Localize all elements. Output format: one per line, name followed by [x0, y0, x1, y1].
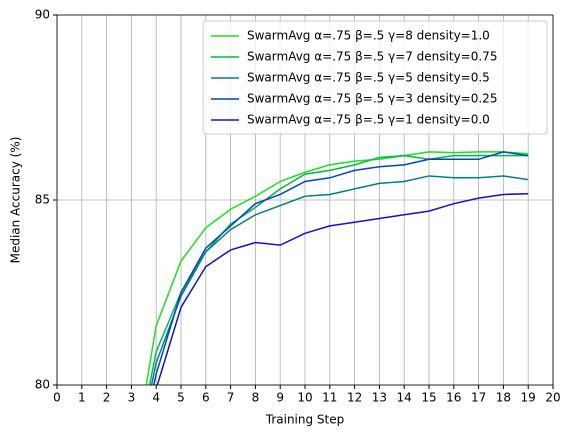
x-tick-label: 2: [103, 391, 111, 405]
legend-label: SwarmAvg α=.75 β=.5 γ=7 density=0.75: [247, 50, 497, 64]
legend-label: SwarmAvg α=.75 β=.5 γ=1 density=0.0: [247, 113, 490, 127]
x-tick-label: 5: [177, 391, 185, 405]
legend-label: SwarmAvg α=.75 β=.5 γ=3 density=0.25: [247, 92, 497, 106]
series-line: [145, 151, 529, 385]
x-tick-label: 14: [397, 391, 412, 405]
x-tick-label: 16: [446, 391, 461, 405]
legend-label: SwarmAvg α=.75 β=.5 γ=8 density=1.0: [247, 29, 490, 43]
x-tick-label: 0: [53, 391, 61, 405]
x-tick-label: 18: [496, 391, 511, 405]
x-tick-label: 11: [322, 391, 337, 405]
y-tick-label: 90: [35, 8, 50, 22]
x-tick-label: 6: [202, 391, 210, 405]
x-tick-label: 12: [347, 391, 362, 405]
plot: [145, 151, 529, 385]
x-tick-label: 4: [152, 391, 160, 405]
x-tick-label: 13: [372, 391, 387, 405]
y-axis-label: Median Accuracy (%): [9, 137, 23, 264]
x-tick-label: 9: [276, 391, 284, 405]
x-tick-label: 3: [128, 391, 136, 405]
y-tick-label: 85: [35, 193, 50, 207]
series-line: [152, 151, 529, 385]
x-tick-label: 10: [297, 391, 312, 405]
legend-box: [202, 20, 548, 135]
y-tick-label: 80: [35, 378, 50, 392]
legend-label: SwarmAvg α=.75 β=.5 γ=5 density=0.5: [247, 71, 490, 85]
x-tick-label: 15: [421, 391, 436, 405]
x-tick-label: 19: [521, 391, 536, 405]
x-tick-label: 8: [252, 391, 260, 405]
x-axis-label: Training Step: [265, 413, 345, 427]
x-tick-label: 17: [471, 391, 486, 405]
series-line: [150, 175, 529, 385]
legend: SwarmAvg α=.75 β=.5 γ=8 density=1.0 Swarm…: [202, 20, 548, 135]
x-tick-label: 1: [78, 391, 86, 405]
x-tick-label: 20: [545, 391, 560, 405]
x-tick-label: 7: [227, 391, 235, 405]
series-line: [156, 192, 529, 385]
